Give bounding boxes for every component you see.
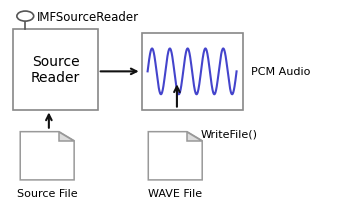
Polygon shape: [148, 132, 202, 180]
Text: Source
Reader: Source Reader: [31, 55, 80, 85]
Bar: [13, 30, 98, 110]
Bar: [142, 34, 243, 110]
Text: WriteFile(): WriteFile(): [201, 129, 257, 139]
Text: Source File: Source File: [17, 188, 78, 198]
Polygon shape: [187, 132, 202, 141]
Text: IMFSourceReader: IMFSourceReader: [37, 11, 139, 23]
Text: PCM Audio: PCM Audio: [251, 67, 310, 77]
Polygon shape: [20, 132, 74, 180]
Polygon shape: [59, 132, 74, 141]
Circle shape: [17, 12, 34, 22]
Text: WAVE File: WAVE File: [148, 188, 202, 198]
